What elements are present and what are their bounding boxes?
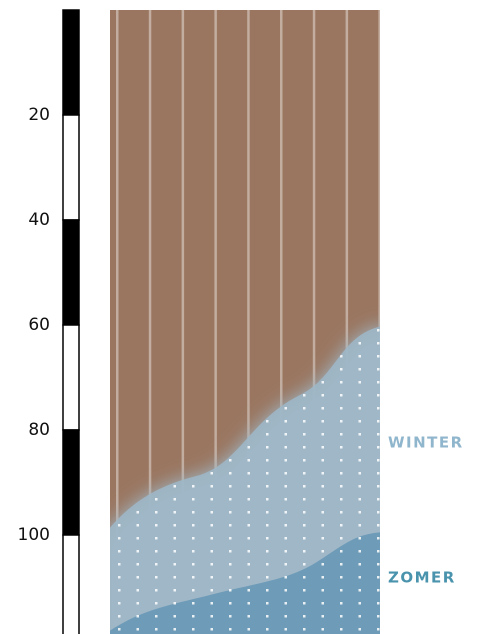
ruler-segment	[62, 9, 80, 116]
depth-label: 60	[28, 315, 50, 335]
summer-label: ZOMER	[388, 569, 456, 587]
depth-label: 40	[28, 210, 50, 230]
winter-label: WINTER	[388, 434, 464, 452]
depth-label: 20	[28, 105, 50, 125]
ruler-segment	[62, 114, 80, 221]
ruler-segment	[62, 324, 80, 431]
soil-panel	[110, 10, 380, 634]
depth-label: 80	[28, 420, 50, 440]
ruler-segment	[62, 429, 80, 536]
water-dots	[110, 326, 380, 634]
depth-label: 100	[18, 525, 50, 545]
ruler-segment	[62, 219, 80, 326]
ruler-segment	[62, 534, 80, 634]
